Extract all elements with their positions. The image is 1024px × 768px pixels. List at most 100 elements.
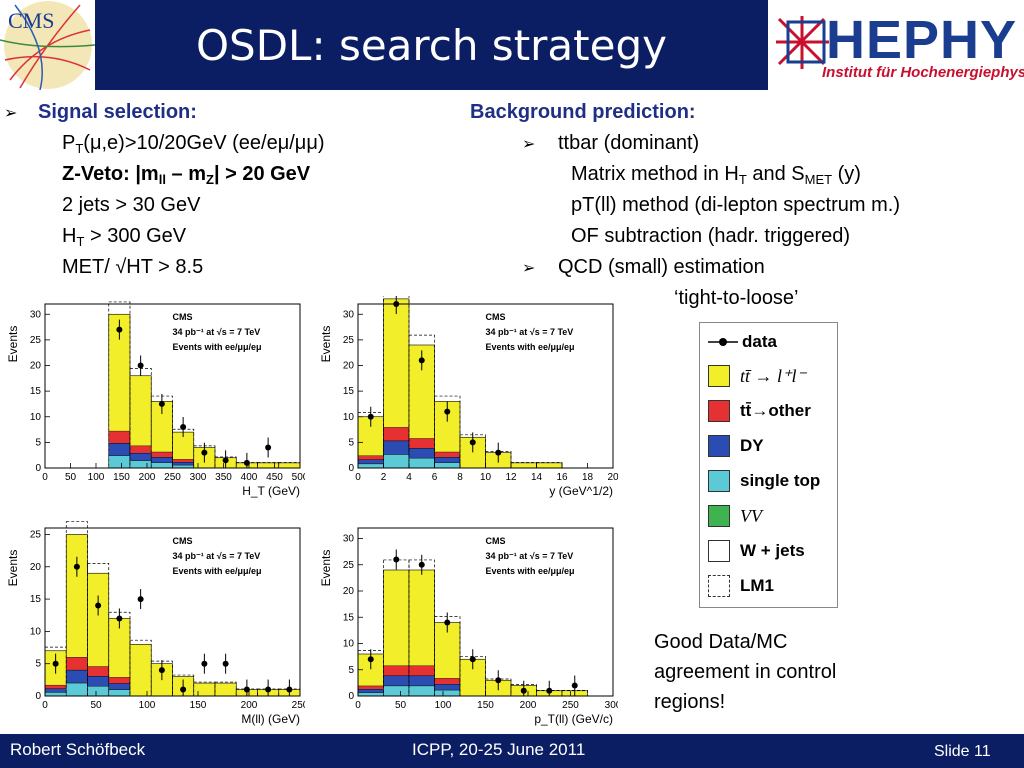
x-tick-label: 10 [480,472,492,483]
cms-logo: CMS [0,0,95,90]
histogram-stack-dy [357,459,384,465]
histogram-bar [536,462,563,469]
x-tick-label: 200 [241,700,258,711]
data-point [243,686,250,693]
y-axis-label: Events [6,326,20,363]
slide-title: OSDL: search strategy [195,20,667,70]
histogram-stack-dy [434,684,461,691]
plot-legend: data tt̄ → l⁺l⁻ tt̄→other DY single top … [699,322,838,608]
data-point [444,408,451,415]
y-tick-label: 30 [343,534,355,545]
legend-entry-lm1: LM1 [708,573,774,599]
data-point [243,459,250,466]
histogram-stack-ttother [151,451,173,458]
histogram-stack-singletop [383,685,410,697]
legend-swatch [708,505,730,527]
signal-heading: Signal selection: [38,101,197,123]
plot-ptll: 0 50 100 150 200 250 300 0 5 10 15 20 25 30 p_T(ll) (G… [318,520,618,730]
histogram-stack-ttother [172,459,194,463]
data-point [201,449,208,456]
data-point [469,656,476,663]
x-tick-label: 0 [42,700,48,711]
y-tick-label: 20 [343,586,355,597]
legend-entry-data: data [708,329,777,355]
histogram-bar [193,682,216,697]
hephy-logo [768,0,1024,90]
y-tick-label: 10 [343,639,355,650]
y-tick-label: 30 [343,309,355,320]
y-tick-label: 15 [343,612,355,623]
signal-ht-cut: HT > 300 GeV [62,225,187,249]
y-tick-label: 15 [343,386,355,397]
data-point [469,439,476,446]
x-tick-label: 250 [562,700,579,711]
plot-mll: 0 50 100 150 200 250 0 5 10 15 20 25 M(ll) (GeV) Even… [5,520,305,730]
x-tick-label: 300 [605,700,618,711]
y-tick-label: 25 [30,529,42,540]
legend-swatch [708,365,730,387]
legend-entry-tt-ll: tt̄ → l⁺l⁻ [708,363,806,389]
data-point [52,660,59,667]
x-tick-label: 250 [292,700,305,711]
histogram-stack-dy [151,457,173,463]
data-point [265,444,272,451]
note-line-3: regions! [654,691,726,713]
histogram-stack-dy [408,448,435,459]
data-point [286,686,293,693]
x-tick-label: 400 [241,472,258,483]
histogram-stack-dy [44,688,67,693]
footer-conference: ICPP, 20-25 June 2011 [412,740,586,759]
histogram-stack-ttother [434,451,461,458]
data-point [116,615,123,622]
legend-entry-single-top: single top [708,468,820,494]
legend-swatch [708,435,730,457]
bullet-arrow-icon: ➢ [522,258,536,277]
plot-annotation: Events with ee/μμ/eμ [486,342,575,352]
y-tick-label: 0 [35,691,41,702]
bg-qcd: QCD (small) estimation [558,256,765,278]
y-tick-label: 0 [348,463,354,474]
x-tick-label: 16 [556,472,568,483]
y-tick-label: 5 [35,659,41,670]
data-point [158,400,165,407]
histogram-stack-singletop [151,462,173,469]
histogram-stack-ttother [87,666,109,677]
footer-author: Robert Schöfbeck [10,740,146,759]
histogram-stack-singletop [44,692,67,697]
x-tick-label: 100 [139,700,156,711]
data-point [265,686,272,693]
y-axis-label: Events [319,326,333,363]
bg-ttbar: ttbar (dominant) [558,132,700,154]
signal-met-cut: MET/ √HT > 8.5 [62,256,204,278]
data-point [393,556,400,563]
x-tick-label: 0 [42,472,48,483]
plot-annotation: CMS [173,312,193,322]
legend-entry-vv: VV [708,503,762,529]
histogram-bar [257,462,280,469]
y-tick-label: 10 [30,412,42,423]
data-point [222,660,229,667]
y-tick-label: 5 [35,437,41,448]
x-tick-label: 300 [190,472,207,483]
plot-annotation: 34 pb⁻¹ at √s = 7 TeV [486,327,574,337]
histogram-stack-ttother [44,684,67,689]
x-tick-label: 18 [582,472,594,483]
plot-annotation: CMS [486,536,506,546]
bg-ptll-method: pT(ll) method (di-lepton spectrum m.) [571,194,900,216]
histogram-stack-singletop [129,460,152,469]
histogram-stack-singletop [383,454,410,469]
data-point [73,563,80,570]
histogram-stack-ttother [66,657,88,671]
histogram-lm1-outline [536,462,563,469]
plot-annotation: 34 pb⁻¹ at √s = 7 TeV [486,551,574,561]
plot-annotation: CMS [486,312,506,322]
histogram-stack-dy [129,453,152,461]
data-point [180,424,187,430]
y-axis-label: Events [6,550,20,587]
histogram-stack-dy [108,683,131,690]
data-point [571,682,578,689]
bg-of-subtraction: OF subtraction (hadr. triggered) [571,225,851,247]
histogram-stack-dy [357,689,384,693]
data-point [546,687,553,694]
y-tick-label: 30 [30,309,42,320]
